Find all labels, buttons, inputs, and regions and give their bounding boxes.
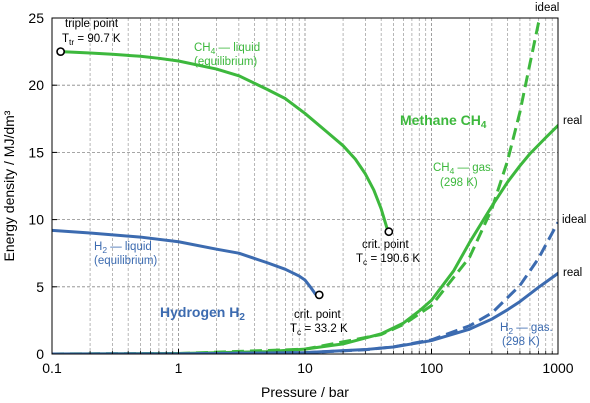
series-line-hydrogen-solid xyxy=(52,228,319,298)
y-axis-title: Energy density / MJ/dm³ xyxy=(1,110,17,261)
grid xyxy=(51,17,559,355)
x-tick-label: 100 xyxy=(420,360,444,376)
x-tick-label: 1 xyxy=(175,360,183,376)
ticks: 0.1 1 10 100 1000 0 5 10 15 20 25 xyxy=(28,10,573,376)
x-tick-label: 0.1 xyxy=(42,360,62,376)
real-label-ch4: real xyxy=(563,115,582,127)
ch4-liquid-label: CH4 — liquid xyxy=(194,42,260,56)
ideal-label-h2: ideal xyxy=(562,214,586,226)
ch4-crit-label: crit. point xyxy=(362,239,409,251)
point-marker-methane xyxy=(384,227,394,237)
y-tick-label: 10 xyxy=(28,212,44,228)
h2-crit-temp: Tc = 33.2 K xyxy=(290,323,348,337)
x-tick-label: 1000 xyxy=(542,360,573,376)
point-marker-hydrogen xyxy=(314,290,324,300)
series-line-hydrogen-solid xyxy=(52,271,558,354)
y-tick-label: 0 xyxy=(36,346,44,362)
triple-point-label: triple point xyxy=(65,18,119,30)
series-line-methane-solid xyxy=(59,50,390,232)
x-axis-title: Pressure / bar xyxy=(261,384,349,400)
x-tick-label: 10 xyxy=(297,360,313,376)
h2-crit-label: crit. point xyxy=(294,309,341,321)
triple-point-temp: Ttr = 90.7 K xyxy=(62,33,121,47)
point-marker-methane xyxy=(56,47,66,56)
h2-gas-label: H2 — gas. xyxy=(500,322,553,336)
real-label-h2: real xyxy=(563,267,582,279)
h2-gas-sub: (298 K) xyxy=(502,336,540,348)
ideal-label-top: ideal xyxy=(535,2,559,14)
markers xyxy=(56,47,394,300)
y-tick-label: 20 xyxy=(28,77,44,93)
ch4-gas-sub: (298 K) xyxy=(440,177,478,189)
methane-title: Methane CH4 xyxy=(400,112,487,131)
curves xyxy=(52,17,558,354)
h2-liquid-sub: (equilibrium) xyxy=(94,255,157,267)
series-line-hydrogen-dashed xyxy=(52,221,558,354)
hydrogen-title: Hydrogen H2 xyxy=(160,304,245,323)
y-tick-label: 25 xyxy=(28,10,44,26)
y-tick-label: 15 xyxy=(28,144,44,160)
ch4-crit-temp: Tc = 190.6 K xyxy=(356,253,420,267)
h2-liquid-label: H2 — liquid xyxy=(94,241,152,255)
y-tick-label: 5 xyxy=(36,279,44,295)
ch4-gas-label: CH4 — gas. xyxy=(433,162,494,176)
ch4-liquid-sub: (equilibrium) xyxy=(194,56,257,68)
